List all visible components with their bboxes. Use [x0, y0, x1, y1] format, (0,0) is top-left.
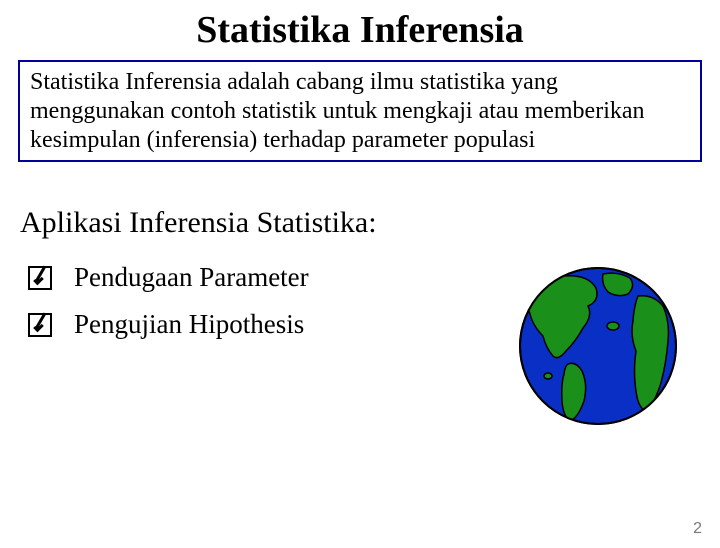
globe-icon — [518, 266, 678, 426]
subheading: Aplikasi Inferensia Statistika: — [20, 206, 720, 240]
list-item-label: Pengujian Hipothesis — [74, 309, 304, 340]
page-title: Statistika Inferensia — [0, 8, 720, 52]
page-number: 2 — [693, 520, 702, 538]
definition-box: Statistika Inferensia adalah cabang ilmu… — [18, 60, 702, 162]
checkbox-checked-icon — [28, 313, 52, 337]
list-item-label: Pendugaan Parameter — [74, 262, 309, 293]
checkbox-checked-icon — [28, 266, 52, 290]
